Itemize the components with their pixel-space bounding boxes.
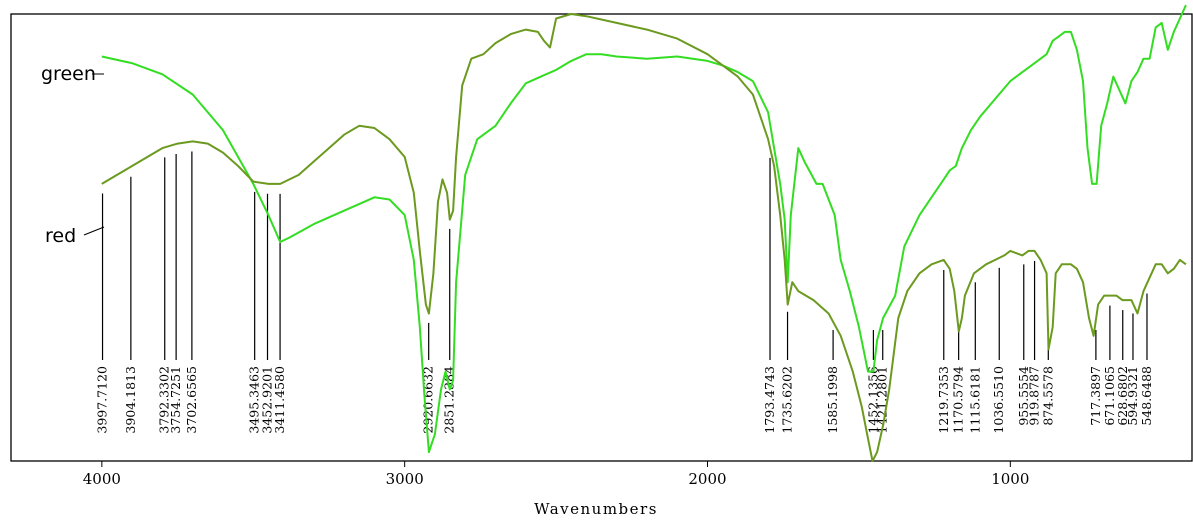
x-axis-ticks: 4000 3000 2000 1000 (83, 461, 1029, 488)
peak-label: 1452.1356 (865, 366, 880, 434)
series-lines (101, 4, 1187, 462)
x-tick-label-1000: 1000 (991, 470, 1029, 488)
peak-label: 1036.5510 (991, 366, 1006, 434)
peak-label: 628.6802 (1115, 366, 1130, 426)
peak-label: 1585.1998 (825, 366, 840, 434)
peak-label: 671.1065 (1102, 366, 1117, 426)
x-axis-title: Wavenumbers (534, 500, 658, 518)
peak-label: 3792.3302 (157, 366, 172, 434)
x-tick-label-4000: 4000 (83, 470, 121, 488)
x-tick-label-3000: 3000 (386, 470, 424, 488)
plot-frame (10, 13, 1193, 462)
peak-label: 874.5578 (1040, 366, 1055, 426)
peak-label: 3754.7251 (168, 366, 183, 434)
peak-label: 1793.4743 (762, 366, 777, 434)
peak-label: 1115.6181 (967, 366, 982, 434)
peak-label: 919.8787 (1027, 366, 1042, 426)
peak-label: 3904.1813 (123, 366, 138, 434)
peak-label: 3997.7120 (95, 366, 110, 434)
peak-label: 548.6488 (1139, 366, 1154, 426)
series-label-red: red (45, 225, 76, 247)
peak-label: 717.3897 (1088, 366, 1103, 426)
peak-label: 3411.4580 (272, 366, 287, 434)
peak-label: 1735.6202 (780, 366, 795, 434)
series-label-green: green (41, 63, 96, 85)
series-line-red (101, 13, 1187, 462)
peak-label: 3702.6565 (184, 366, 199, 434)
series-line-green (101, 4, 1187, 454)
peak-label: 1421.2801 (875, 366, 890, 434)
peak-label: 1219.7353 (936, 366, 951, 434)
peak-label: 3452.9201 (260, 366, 275, 434)
peak-label: 594.9321 (1125, 366, 1140, 426)
peak-label: 955.5554 (1016, 366, 1031, 426)
peak-label: 1170.5794 (951, 366, 966, 434)
x-tick-label-2000: 2000 (688, 470, 726, 488)
series-label-red-leader (83, 226, 105, 236)
peak-label: 3495.3463 (247, 366, 262, 434)
